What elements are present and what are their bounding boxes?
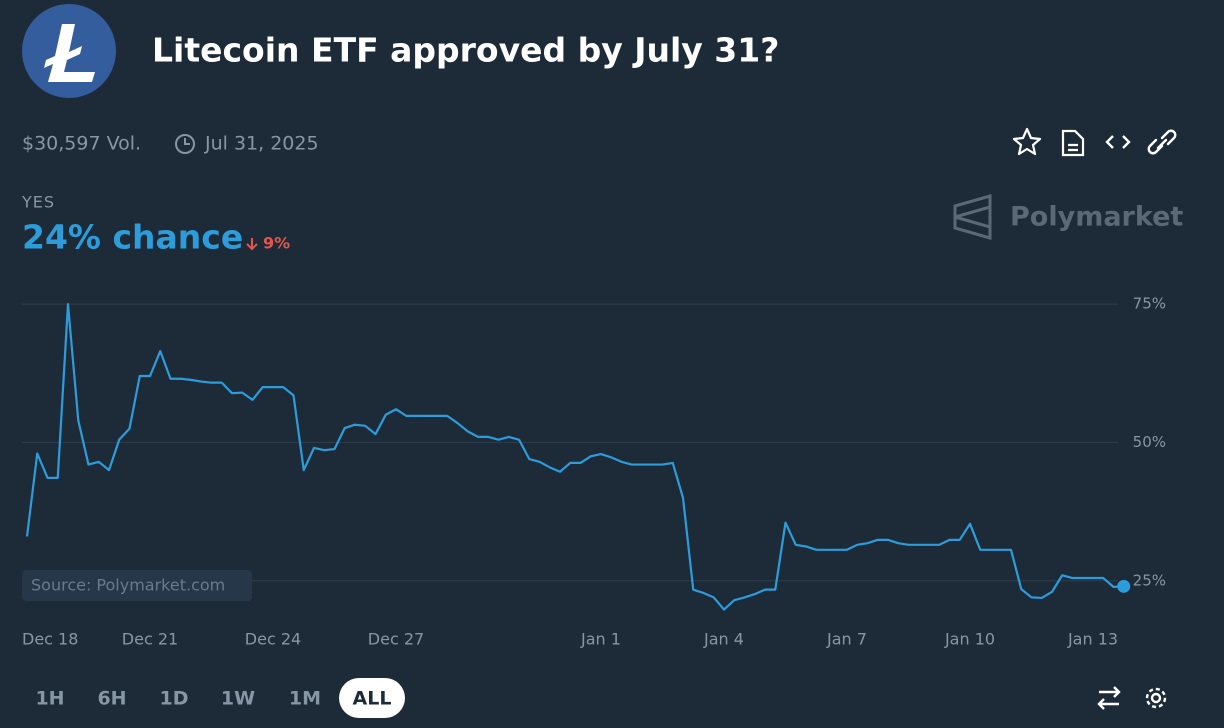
last-point (1117, 579, 1131, 593)
x-tick-label: Jan 13 (1067, 630, 1118, 649)
range-button[interactable]: ALL (353, 688, 392, 710)
price-chart: 25% 50% 75% Dec 18 Dec 21 Dec 24 Dec 27 Jan 1 Ja… (22, 295, 1166, 649)
change: 9% (263, 234, 290, 253)
brand-logo (953, 194, 992, 240)
y-tick-label: 50% (1133, 433, 1166, 451)
outcome-label: YES (21, 193, 55, 212)
clock-icon (175, 134, 195, 154)
brand-name: Polymarket (1010, 202, 1183, 233)
x-tick-label: Jan 4 (703, 630, 744, 649)
x-tick-label: Dec 21 (122, 630, 178, 649)
x-tick-label: Jan 1 (580, 630, 621, 649)
price-line (25, 302, 1124, 611)
settings-icon[interactable] (1145, 687, 1167, 709)
range-button[interactable]: 1H (35, 688, 64, 710)
range-button[interactable]: 1D (160, 688, 189, 710)
range-selector: 1H 6H 1D 1W 1M ALL (35, 678, 405, 718)
source-badge (22, 570, 252, 601)
swap-icon[interactable] (1097, 686, 1121, 710)
litecoin-logo (22, 4, 116, 98)
end-date: Jul 31, 2025 (204, 133, 319, 155)
volume: $30,597 Vol. (22, 133, 141, 155)
star-icon[interactable] (1012, 127, 1042, 156)
source: Source: Polymarket.com (31, 576, 225, 595)
x-tick-label: Jan 10 (944, 630, 995, 649)
chance: 24% chance (22, 218, 243, 257)
y-tick-label: 75% (1133, 295, 1166, 313)
range-button[interactable]: 6H (97, 688, 126, 710)
link-icon[interactable] (1147, 129, 1177, 155)
document-icon[interactable] (1061, 129, 1085, 157)
x-tick-label: Dec 24 (245, 630, 301, 649)
embed-icon[interactable] (1105, 135, 1131, 149)
down-arrow-icon (246, 238, 258, 251)
range-button[interactable]: 1W (221, 688, 255, 710)
market-title: Litecoin ETF approved by July 31? (152, 31, 779, 70)
x-tick-label: Jan 7 (826, 630, 867, 649)
x-tick-label: Dec 27 (368, 630, 424, 649)
y-tick-label: 25% (1133, 571, 1166, 589)
range-selected-bg (339, 678, 405, 718)
x-tick-label: Dec 18 (22, 630, 78, 649)
range-button[interactable]: 1M (289, 688, 321, 710)
